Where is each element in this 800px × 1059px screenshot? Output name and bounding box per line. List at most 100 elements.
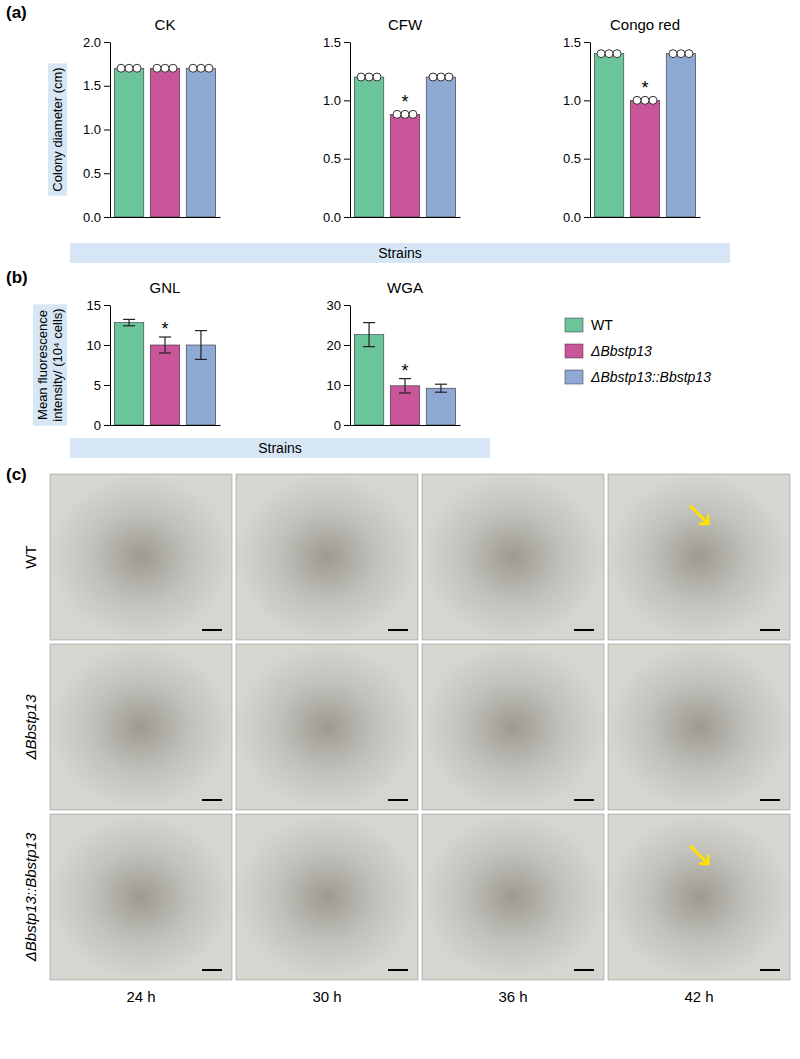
image-grid [50,474,790,980]
plot-area [594,50,695,217]
axis-line [591,217,701,218]
chart-title: CK [155,16,176,33]
arrow [690,846,708,864]
legend-swatch [565,318,583,332]
x-axis [591,217,701,218]
legend: WTΔBbstp13ΔBbstp13::Bbstp13 [565,317,711,385]
point [373,73,381,81]
significance: * [641,78,648,98]
tick-mark [584,100,590,101]
scale-bar [202,969,222,971]
column-label: 30 h [312,988,341,1005]
point [205,64,213,72]
error-line [200,331,201,360]
micrograph [608,474,790,640]
scale-bar [760,799,780,801]
axis-line [111,425,221,426]
micrograph [422,474,604,640]
tick: 10 [87,338,110,353]
legend-swatch [565,370,583,384]
tick-mark [104,86,110,87]
tick: 0 [334,418,350,433]
point [189,64,197,72]
tick: 1.0 [83,122,110,137]
chart-title: Congo red [610,16,680,33]
tick: 1.0 [323,93,350,108]
point [597,50,605,58]
x-axis [351,425,461,426]
error-cap [435,392,447,393]
chart: WGA0102030* [327,279,461,433]
error-line [368,323,369,347]
point [365,73,373,81]
x-axis [351,217,461,218]
point [117,64,125,72]
scale-bar [760,969,780,971]
micrograph [236,814,418,980]
point [669,50,677,58]
y-axis: 0.00.51.01.5 [563,35,591,225]
tick-mark [344,100,350,101]
tick-mark [104,425,110,426]
tick: 1.5 [323,35,350,50]
column-label: 36 h [498,988,527,1005]
figure: (a)CK0.00.51.01.52.0CFW0.00.51.01.5*Cong… [0,0,800,1059]
scale-bar [574,799,594,801]
significance: * [161,319,168,339]
point [161,64,169,72]
legend-label: ΔBbstp13 [590,343,652,359]
point [125,64,133,72]
tick-mark [104,345,110,346]
chart: Congo red 0.00.51.01.5 * [563,16,701,225]
tick: 5 [94,378,110,393]
panel-label: (c) [6,465,27,484]
chart: CFW0.00.51.01.5* [323,16,461,225]
row-label: ΔBbstp13::Bbstp13 [22,832,39,962]
y-axis-title: Mean fluorescenceintensity/ (10⁴ cells) [35,308,65,421]
micrograph [422,814,604,980]
tick-label: 20 [327,338,341,353]
scale-bar [388,799,408,801]
tick-label: 0.5 [323,151,341,166]
tick-mark [344,305,350,306]
x-axis-title: Strains [258,440,302,456]
error-bar [399,379,411,393]
point [685,50,693,58]
column-label: 24 h [126,988,155,1005]
error-line [440,384,441,392]
axis-line [111,217,221,218]
chart: CK0.00.51.01.52.0 [83,16,221,225]
error-bar [159,337,171,353]
tick-label: 15 [87,298,101,313]
bar [390,114,419,217]
chart: GNL051015* [87,279,221,433]
bar [150,68,179,217]
y-axis: 0.00.51.01.52.0 [83,35,111,225]
significance: * [401,92,408,112]
tick: 10 [327,378,350,393]
tick-label: 2.0 [83,35,101,50]
tick-mark [104,217,110,218]
tick-mark [584,217,590,218]
tick-label: 0.0 [83,210,101,225]
micrograph [422,644,604,810]
tick-label: 1.0 [563,93,581,108]
tick-mark [344,425,350,426]
bar [186,68,215,217]
tick-label: 30 [327,298,341,313]
axis-line [350,43,351,218]
tick-mark [584,159,590,160]
error-bar [123,319,135,325]
point [409,110,417,118]
y-axis-title-group: Colony diameter (cm) [48,63,67,195]
scale-bar [760,629,780,631]
tick-mark [344,159,350,160]
tick-label: 0.5 [83,166,101,181]
panel-label: (b) [6,268,28,287]
row-label: ΔBbstp13 [22,694,39,761]
error-line [164,337,165,353]
tick-mark [344,42,350,43]
point [437,73,445,81]
error-line [128,319,129,325]
scale-bar [388,629,408,631]
